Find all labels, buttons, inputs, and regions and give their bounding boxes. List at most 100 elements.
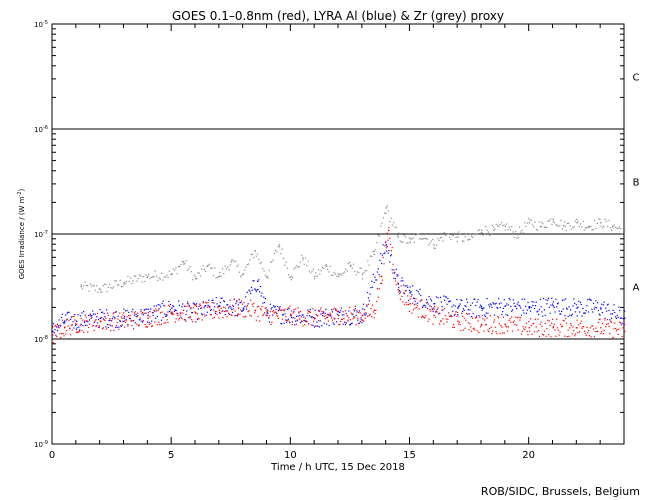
data-point <box>600 308 602 310</box>
x-axis-label: Time / h UTC, 15 Dec 2018 <box>270 462 405 473</box>
data-point <box>204 305 206 307</box>
data-point <box>510 305 512 308</box>
data-point <box>390 254 392 256</box>
data-point <box>376 271 379 273</box>
data-point <box>335 321 338 323</box>
data-point <box>113 329 115 332</box>
data-point <box>453 326 455 329</box>
data-point <box>615 317 618 319</box>
data-point <box>512 299 514 301</box>
data-point <box>205 302 208 304</box>
data-point <box>303 316 305 318</box>
data-point <box>531 300 533 303</box>
data-point <box>479 326 482 328</box>
data-point <box>574 335 576 337</box>
series-anchor-point <box>361 273 364 275</box>
data-point <box>381 222 383 224</box>
data-point <box>280 253 282 255</box>
data-point <box>196 305 198 307</box>
data-point <box>466 301 469 303</box>
data-point <box>516 317 519 319</box>
data-point <box>222 310 224 312</box>
data-point <box>519 305 521 307</box>
data-point <box>598 313 600 315</box>
data-point <box>232 259 234 261</box>
data-point <box>297 266 299 268</box>
data-point <box>476 233 478 235</box>
data-point <box>106 290 108 293</box>
data-point <box>469 323 471 325</box>
data-point <box>524 326 527 328</box>
data-point <box>92 313 95 315</box>
series-anchor-point <box>433 303 435 305</box>
data-point <box>61 316 63 319</box>
data-point <box>209 306 211 309</box>
data-point <box>427 303 429 305</box>
data-point <box>241 310 244 312</box>
data-point <box>185 313 187 316</box>
data-point <box>538 335 541 338</box>
series-anchor-point <box>528 307 531 309</box>
data-point <box>539 298 541 300</box>
data-point <box>480 232 482 234</box>
data-point <box>551 322 553 324</box>
data-point <box>252 280 254 282</box>
data-point <box>426 307 428 310</box>
data-point <box>118 284 120 286</box>
data-point <box>267 277 269 279</box>
data-point <box>400 241 403 243</box>
data-point <box>459 233 461 235</box>
data-point <box>284 308 286 310</box>
data-point <box>511 316 513 318</box>
data-point <box>53 332 55 334</box>
data-point <box>350 312 352 314</box>
data-point <box>399 240 401 242</box>
data-point <box>337 273 339 275</box>
data-point <box>429 305 431 307</box>
data-point <box>407 242 409 244</box>
data-point <box>277 309 280 312</box>
data-point <box>228 269 230 271</box>
data-point <box>99 308 101 311</box>
data-point <box>291 323 293 326</box>
data-point <box>324 318 326 320</box>
data-point <box>585 334 587 337</box>
data-point <box>603 301 605 303</box>
data-point <box>594 219 596 221</box>
data-point <box>308 311 311 313</box>
data-point <box>252 305 254 308</box>
data-point <box>272 314 274 316</box>
data-point <box>398 293 401 295</box>
data-point <box>618 226 621 228</box>
data-point <box>384 252 386 254</box>
data-point <box>568 306 570 308</box>
data-point <box>214 310 217 313</box>
data-point <box>512 321 514 323</box>
data-point <box>307 312 309 314</box>
data-point <box>282 314 284 316</box>
data-point <box>73 315 75 318</box>
data-point <box>72 321 74 323</box>
data-point <box>409 286 411 288</box>
data-point <box>410 290 412 293</box>
data-point <box>445 234 447 237</box>
data-point <box>607 323 609 325</box>
data-point <box>207 264 209 266</box>
data-point <box>389 220 391 223</box>
data-point <box>61 313 64 315</box>
data-point <box>335 309 338 311</box>
data-point <box>385 241 387 243</box>
data-point <box>229 299 231 301</box>
data-point <box>496 225 499 227</box>
data-point <box>364 270 366 272</box>
data-point <box>276 251 278 253</box>
data-point <box>329 314 331 316</box>
data-point <box>387 210 390 212</box>
data-point <box>145 326 147 328</box>
data-point <box>506 314 509 316</box>
data-point <box>247 303 249 305</box>
data-point <box>610 317 613 319</box>
data-point <box>491 224 493 226</box>
data-point <box>274 305 276 308</box>
data-point <box>445 296 447 298</box>
